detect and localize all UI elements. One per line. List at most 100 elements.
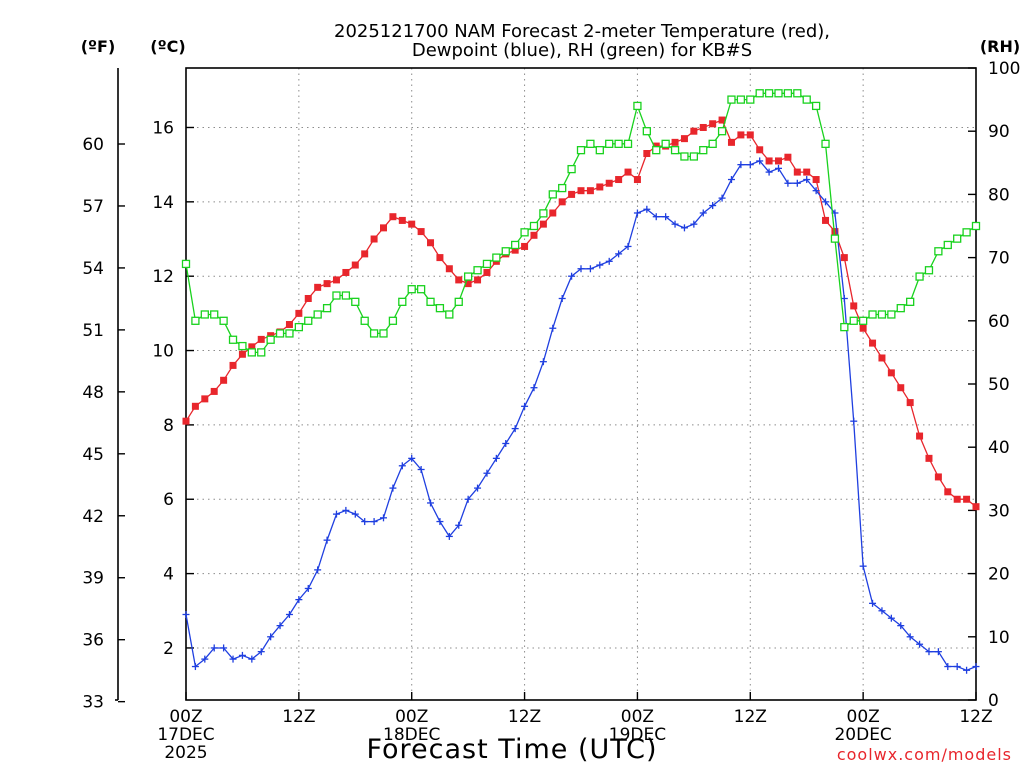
fahrenheit-unit-label: (ºF) [81,37,116,56]
series-line-dewpoint [185,160,977,672]
temperature-point [238,350,246,358]
temperature-point [549,209,557,217]
dewpoint-point [577,265,585,273]
dewpoint-point [840,294,848,302]
temperature-point [577,187,585,195]
temperature-point [718,116,726,124]
dewpoint-point [267,633,275,641]
rh-point [906,297,915,306]
rh-point [746,95,755,104]
dewpoint-point [427,499,435,507]
celsius-tick-label: 16 [152,118,174,138]
temperature-point [624,168,632,176]
dewpoint-point [906,633,914,641]
rh-point [943,240,952,250]
dewpoint-point [220,644,228,652]
rh-point [830,234,840,243]
rh-point [285,329,294,338]
time-tick-label: 00Z [621,707,654,727]
rh-point [407,285,416,294]
fahrenheit-tick-label: 36 [82,631,104,651]
temperature-point [314,283,322,291]
dewpoint-point [953,663,961,671]
celsius-tick-label: 14 [152,193,174,213]
dewpoint-point [737,161,745,169]
rh-point [369,329,379,338]
rh-tick-label: 80 [988,185,1010,205]
temperature-point [727,138,735,146]
temperature-point [332,276,340,284]
dewpoint-point [586,265,594,273]
temperature-point [934,473,942,481]
rh-unit-label: (RH) [980,37,1020,56]
rh-point [435,304,445,313]
time-tick-label: 00Z [847,707,880,727]
rh-point [558,183,567,193]
dewpoint-point [596,261,604,269]
dewpoint-point [380,514,387,522]
temperature-point [191,402,199,410]
celsius-unit-label: (ºC) [150,37,185,56]
rh-point [482,259,492,269]
rh-tick-label: 40 [988,438,1010,458]
temperature-point [370,235,378,243]
temperature-point [812,176,820,184]
rh-point [699,146,708,155]
rh-tick-label: 30 [988,501,1010,521]
rh-point [426,297,435,306]
temperature-point [775,157,782,165]
rh-point [605,139,614,148]
dewpoint-point [408,454,416,462]
rh-point [463,272,473,281]
temperature-point [427,239,435,247]
rh-point [934,247,943,256]
rh-point [388,316,398,325]
celsius-tick-label: 4 [163,565,174,585]
dewpoint-point [944,663,952,671]
time-tick-label: 00Z [395,707,428,727]
rh-point [877,310,887,319]
rh-point [416,285,426,294]
dewpoint-point [680,224,688,232]
dewpoint-point [878,607,886,615]
temperature-point [596,183,604,191]
series-dewpoint [182,157,980,674]
temperature-point [295,309,303,317]
time-tick-label: 17DEC [157,725,214,745]
rh-point [633,101,642,111]
temperature-point [210,387,218,395]
rh-point [351,297,360,306]
rh-point [764,89,774,98]
dewpoint-point [897,622,905,630]
fahrenheit-tick-label: 45 [82,445,104,465]
celsius-tick-label: 12 [152,267,174,287]
rh-point [445,310,454,319]
dewpoint-point [521,402,529,410]
rh-point [398,297,407,306]
rh-point [454,297,463,306]
fahrenheit-tick-label: 51 [82,321,104,341]
rh-point [642,127,651,136]
temperature-point [530,231,538,239]
temperature-point [417,228,425,236]
dewpoint-point [718,194,726,202]
rh-point [924,266,934,275]
dewpoint-point [248,655,256,663]
time-tick-label: 00Z [169,707,202,727]
temperature-point [822,216,830,224]
dewpoint-point [934,648,942,656]
grid-lines [186,68,976,700]
dewpoint-point [191,663,199,671]
rh-point [971,221,981,231]
temperature-point [605,179,613,187]
dewpoint-point [887,614,895,622]
temperature-point [558,198,566,206]
temperature-point [586,187,594,195]
dewpoint-point [869,599,877,607]
dewpoint-point [229,655,237,663]
rh-point [341,291,351,300]
fahrenheit-tick-label: 57 [82,197,104,217]
temperature-point [850,302,858,310]
dewpoint-point [182,610,190,618]
